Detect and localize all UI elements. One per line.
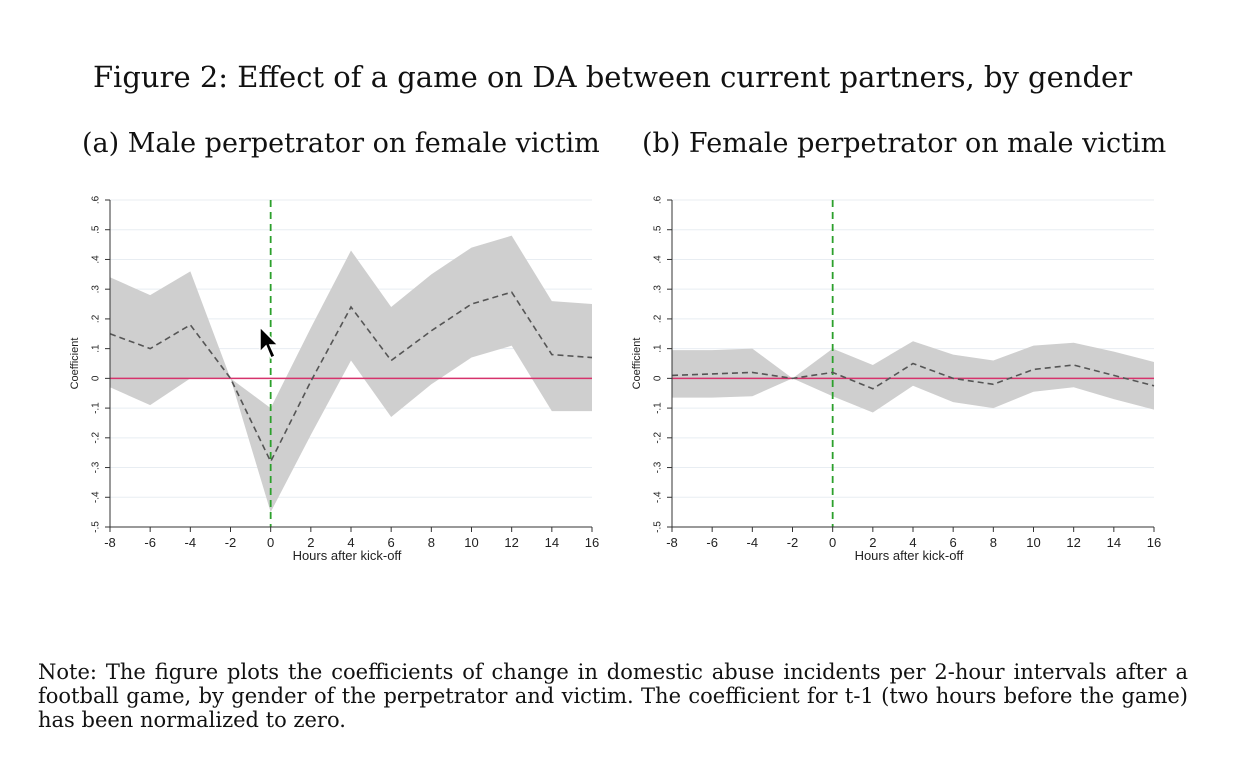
- confidence-band: [110, 235, 592, 513]
- y-axis-title: Coefficient: [631, 338, 643, 390]
- y-tick-label: .2: [653, 314, 664, 323]
- mouse-pointer-icon: [259, 326, 280, 360]
- x-tick-label: 6: [388, 535, 395, 550]
- x-tick-label: -4: [185, 535, 197, 550]
- y-tick-label: .5: [653, 225, 664, 234]
- x-tick-label: -4: [747, 535, 759, 550]
- y-tick-label: -.4: [653, 491, 664, 503]
- x-tick-label: 8: [990, 535, 997, 550]
- x-tick-label: -8: [104, 535, 116, 550]
- y-tick-label: .5: [91, 225, 102, 234]
- y-tick-label: -.1: [91, 402, 102, 414]
- y-tick-label: -.2: [653, 432, 664, 444]
- x-tick-label: 4: [347, 535, 354, 550]
- x-tick-label: 14: [545, 535, 559, 550]
- y-tick-label: -.3: [653, 461, 664, 473]
- panel-a-title: (a) Male perpetrator on female victim: [82, 128, 600, 159]
- estimate-line: [671, 362, 1155, 390]
- chart-panel-b: -.5 -.4 -.3 -.2 -.1 0 .1 .2 .3 .4 .5 .6 -8 -6 -4 -2 0 2 4 6…: [614, 182, 1162, 584]
- y-tick-label: -.4: [91, 491, 102, 503]
- x-tick-label: 4: [909, 535, 916, 550]
- chart-panel-a: -.5 -.4 -.3 -.2 -.1 0 .1 .2 .3 .4 .5 .6 -8 -6 -4 -2 0 2 4 6…: [52, 182, 600, 584]
- x-tick-label: 14: [1107, 535, 1121, 550]
- x-tick-label: 2: [307, 535, 314, 550]
- figure-title: Figure 2: Effect of a game on DA between…: [92, 60, 1133, 94]
- y-tick-label: -.5: [653, 521, 664, 533]
- x-tick-label: 8: [428, 535, 435, 550]
- y-tick-label: .4: [653, 255, 664, 264]
- y-tick-label: .1: [653, 344, 664, 353]
- y-tick-label: -.1: [653, 402, 664, 414]
- x-tick-label: -2: [225, 535, 237, 550]
- confidence-band: [672, 341, 1154, 413]
- y-axis-title: Coefficient: [69, 338, 81, 390]
- y-tick-label: .3: [653, 285, 664, 294]
- estimate-line: [109, 291, 593, 464]
- y-tick-label: 0: [653, 375, 664, 381]
- x-tick-label: 0: [829, 535, 836, 550]
- x-tick-label: 10: [464, 535, 478, 550]
- y-tick-label: -.3: [91, 461, 102, 473]
- y-tick-label: 0: [91, 375, 102, 381]
- x-tick-label: 10: [1026, 535, 1040, 550]
- x-tick-label: -6: [144, 535, 156, 550]
- y-tick-label: .2: [91, 314, 102, 323]
- y-tick-label: .4: [91, 255, 102, 264]
- y-tick-label: -.5: [91, 521, 102, 533]
- x-tick-label: 12: [504, 535, 518, 550]
- chart-svg-b: -.5 -.4 -.3 -.2 -.1 0 .1 .2 .3 .4 .5 .6 -8 -6 -4 -2 0 2 4 6…: [631, 195, 1161, 563]
- x-tick-label: 16: [1147, 535, 1161, 550]
- y-tick-label: .6: [91, 195, 102, 204]
- x-axis-title: Hours after kick-off: [293, 548, 402, 563]
- x-tick-label: -2: [787, 535, 799, 550]
- x-tick-label: 0: [267, 535, 274, 550]
- x-tick-label: -8: [666, 535, 678, 550]
- y-tick-label: .3: [91, 285, 102, 294]
- panel-b-title: (b) Female perpetrator on male victim: [642, 128, 1167, 159]
- chart-svg-a: -.5 -.4 -.3 -.2 -.1 0 .1 .2 .3 .4 .5 .6 -8 -6 -4 -2 0 2 4 6…: [69, 195, 599, 563]
- y-tick-label: .6: [653, 195, 664, 204]
- x-tick-label: 2: [869, 535, 876, 550]
- x-axis-title: Hours after kick-off: [855, 548, 964, 563]
- x-tick-label: 6: [950, 535, 957, 550]
- y-tick-label: -.2: [91, 432, 102, 444]
- x-tick-label: 16: [585, 535, 599, 550]
- x-tick-label: 12: [1066, 535, 1080, 550]
- figure-note: Note: The figure plots the coefficients …: [38, 660, 1188, 732]
- y-tick-label: .1: [91, 344, 102, 353]
- x-tick-label: -6: [706, 535, 718, 550]
